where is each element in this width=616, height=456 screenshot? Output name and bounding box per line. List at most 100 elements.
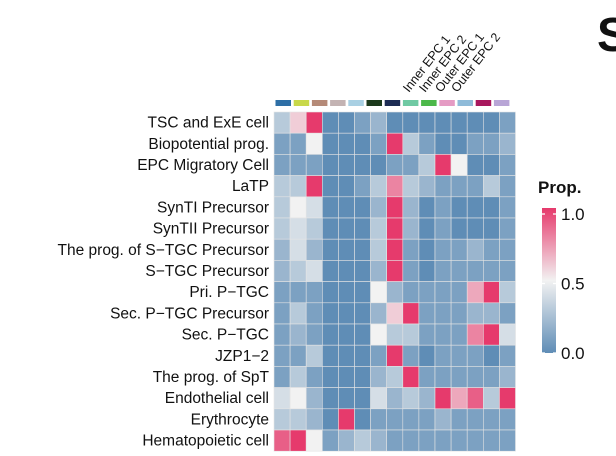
heatmap-cell	[466, 196, 484, 219]
heatmap-cell	[321, 302, 339, 325]
heatmap-cell	[354, 238, 371, 261]
heatmap-cell	[418, 429, 436, 452]
heatmap-cell	[434, 175, 452, 198]
heatmap-cell	[321, 323, 339, 346]
heatmap-cell	[499, 175, 516, 198]
heatmap-cell	[273, 217, 291, 240]
heatmap-cell	[402, 323, 420, 346]
heatmap-cell	[386, 260, 404, 282]
heatmap-cell	[499, 238, 516, 261]
row-label: The prog. of SpT	[153, 369, 270, 386]
row-label: Sec. P−TGC Precursor	[110, 305, 269, 322]
heatmap-cell	[402, 132, 420, 155]
heatmap-cell	[418, 217, 436, 240]
heatmap-cell	[402, 408, 420, 431]
heatmap-cell	[499, 366, 516, 388]
heatmap-cell	[305, 154, 323, 176]
heatmap-cell	[305, 366, 323, 388]
heatmap-cell	[386, 366, 404, 388]
heatmap-cell	[305, 281, 323, 304]
legend-colorbar	[542, 208, 556, 353]
heatmap-cell	[289, 154, 307, 176]
heatmap-cell	[338, 238, 355, 261]
heatmap-cell	[289, 238, 307, 261]
heatmap-cell	[450, 217, 468, 240]
heatmap-cell	[305, 429, 323, 452]
heatmap-cell	[321, 281, 339, 304]
heatmap-cell	[499, 132, 516, 155]
heatmap-cell	[466, 366, 484, 388]
row-label: Sec. P−TGC	[182, 327, 269, 344]
heatmap-cell	[402, 238, 420, 261]
heatmap-cell	[450, 281, 468, 304]
heatmap-cell	[386, 196, 404, 219]
legend-tick-label: 0.5	[561, 275, 585, 294]
heatmap-cell	[273, 154, 291, 176]
row-label: LaTP	[232, 178, 269, 195]
heatmap-cell	[321, 344, 339, 367]
heatmap-cell	[482, 154, 500, 176]
column-annotation-swatch	[439, 100, 455, 106]
heatmap-cell	[402, 196, 420, 219]
heatmap-cell	[434, 366, 452, 388]
heatmap-cell	[321, 196, 339, 219]
heatmap-cell	[338, 154, 355, 176]
heatmap-cell	[321, 154, 339, 176]
heatmap-cell	[305, 217, 323, 240]
heatmap-cell	[466, 323, 484, 346]
heatmap-cell	[482, 408, 500, 431]
heatmap-cell	[338, 196, 355, 219]
heatmap-cell	[466, 302, 484, 325]
heatmap-cell	[273, 175, 291, 198]
column-annotation-swatch	[366, 100, 382, 106]
heatmap-cell	[273, 344, 291, 367]
heatmap-cell	[338, 344, 355, 367]
heatmap-cell	[305, 175, 323, 198]
heatmap-cell	[418, 344, 436, 367]
heatmap-cell	[450, 132, 468, 155]
heatmap-cell	[434, 387, 452, 410]
heatmap-cell	[370, 154, 388, 176]
heatmap-cell	[305, 132, 323, 155]
column-annotation-swatch	[293, 100, 310, 106]
heatmap-cell	[434, 132, 452, 155]
heatmap-cell	[305, 260, 323, 282]
heatmap-cell	[305, 387, 323, 410]
heatmap-cell	[386, 408, 404, 431]
heatmap-cell	[482, 111, 500, 134]
heatmap-cell	[273, 281, 291, 304]
heatmap-cell	[386, 111, 404, 134]
column-annotation-swatch	[457, 100, 473, 106]
heatmap-cell	[482, 217, 500, 240]
heatmap-cell	[386, 217, 404, 240]
heatmap-cell	[450, 366, 468, 388]
heatmap-cell	[305, 111, 323, 134]
heatmap-cell	[386, 302, 404, 325]
heatmap-cell	[273, 196, 291, 219]
heatmap-cell	[418, 387, 436, 410]
heatmap-cell	[273, 302, 291, 325]
heatmap-cell	[450, 260, 468, 282]
legend-tick-label: 1.0	[561, 205, 585, 224]
heatmap-cell	[354, 260, 371, 282]
heatmap-cell	[418, 238, 436, 261]
heatmap-cell	[466, 344, 484, 367]
heatmap-cell	[354, 387, 371, 410]
heatmap-cell	[289, 387, 307, 410]
heatmap-cell	[418, 323, 436, 346]
heatmap-cell	[482, 238, 500, 261]
heatmap-cell	[450, 302, 468, 325]
heatmap-cell	[370, 217, 388, 240]
heatmap-cell	[289, 281, 307, 304]
column-annotation-bar	[275, 100, 510, 106]
heatmap-cell	[305, 196, 323, 219]
heatmap-cell	[499, 111, 516, 134]
heatmap-cell	[338, 387, 355, 410]
heatmap-cell	[499, 387, 516, 410]
heatmap-cell	[499, 408, 516, 431]
heatmap-cell	[354, 217, 371, 240]
column-annotation-swatch	[311, 100, 328, 106]
row-label: SynTI Precursor	[157, 199, 269, 216]
